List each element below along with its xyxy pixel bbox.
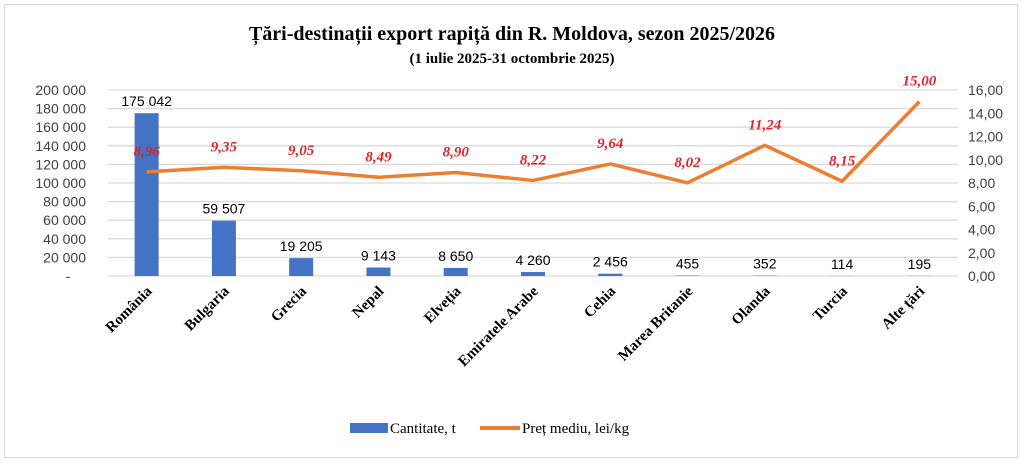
y-right-tick-label: 10,00	[968, 152, 1003, 168]
x-category-label: Nepal	[349, 284, 387, 322]
y-left-tick-label: 60 000	[43, 212, 86, 228]
y-right-tick-label: 6,00	[968, 198, 995, 214]
bar-value-label: 19 205	[280, 238, 323, 254]
price-value-label: 9,35	[211, 139, 238, 155]
chart-title: Țări-destinații export rapiță din R. Mol…	[249, 23, 775, 46]
legend-label-line: Preț mediu, lei/kg	[522, 421, 630, 437]
bar	[521, 272, 545, 276]
x-category-label: Marea Britanie	[615, 283, 696, 364]
y-right-tick-label: 4,00	[968, 222, 995, 238]
price-value-label: 8,49	[365, 149, 392, 165]
price-value-label: 9,64	[597, 136, 624, 152]
price-value-label: 8,22	[520, 152, 547, 168]
bar-value-label: 455	[676, 256, 700, 272]
bar	[211, 220, 236, 276]
y-right-tick-label: 16,00	[968, 82, 1003, 98]
chart-subtitle: (1 iulie 2025-31 octombrie 2025)	[410, 51, 615, 67]
x-category-label: Emiratele Arabe	[455, 283, 542, 370]
x-category-label: Cehia	[581, 283, 619, 321]
bar	[598, 273, 623, 276]
price-value-label: 8,02	[674, 155, 701, 171]
y-left-tick-label: 20 000	[43, 249, 86, 265]
chart-frame	[4, 4, 1018, 458]
y-left-tick-label: 80 000	[43, 194, 86, 210]
price-value-label: 8,90	[443, 145, 470, 161]
x-category-label: România	[103, 283, 156, 336]
legend-label-bars: Cantitate, t	[390, 421, 457, 437]
bar-value-label: 4 260	[515, 252, 550, 268]
y-left-tick-label: 100 000	[35, 175, 86, 191]
y-left-tick-label: 40 000	[43, 231, 86, 247]
y-right-tick-label: 0,00	[968, 268, 995, 284]
x-category-label: Olanda	[729, 283, 774, 328]
bar-value-label: 352	[753, 256, 777, 272]
x-category-label: Turcia	[810, 283, 851, 324]
x-category-label: Bulgaria	[182, 283, 233, 334]
bar	[443, 267, 468, 276]
legend-swatch-bars	[350, 423, 388, 433]
y-left-tick-label: 160 000	[35, 119, 86, 135]
y-left-tick-label: 180 000	[35, 101, 86, 117]
x-category-label: Grecia	[268, 283, 310, 325]
x-category-label: Elveția	[421, 283, 464, 326]
price-value-label: 11,24	[748, 117, 781, 133]
y-left-tick-label: -	[66, 268, 71, 284]
bar-value-label: 8 650	[438, 248, 473, 264]
bar	[366, 267, 391, 276]
y-right-tick-label: 8,00	[968, 175, 995, 191]
price-line	[146, 100, 921, 185]
bar	[134, 113, 159, 276]
bar-value-label: 175 042	[121, 93, 172, 109]
bar-value-label: 9 143	[361, 247, 396, 263]
price-value-label: 15,00	[902, 74, 936, 90]
price-value-label: 8,96	[134, 144, 161, 160]
y-left-tick-label: 120 000	[35, 156, 86, 172]
bar	[289, 258, 314, 276]
bar-value-label: 59 507	[202, 201, 245, 217]
price-value-label: 8,15	[829, 153, 856, 169]
bar-value-label: 2 456	[593, 254, 628, 270]
bar-value-label: 114	[831, 256, 854, 272]
y-left-tick-label: 140 000	[35, 138, 86, 154]
y-right-tick-label: 2,00	[968, 245, 995, 261]
x-category-label: Alte țări	[879, 284, 928, 333]
price-value-label: 9,05	[288, 143, 315, 159]
bar-value-label: 195	[908, 256, 932, 272]
y-left-tick-label: 200 000	[35, 82, 86, 98]
y-right-tick-label: 14,00	[968, 105, 1003, 121]
y-right-tick-label: 12,00	[968, 129, 1003, 145]
legend: Cantitate, t Preț mediu, lei/kg	[350, 421, 630, 437]
